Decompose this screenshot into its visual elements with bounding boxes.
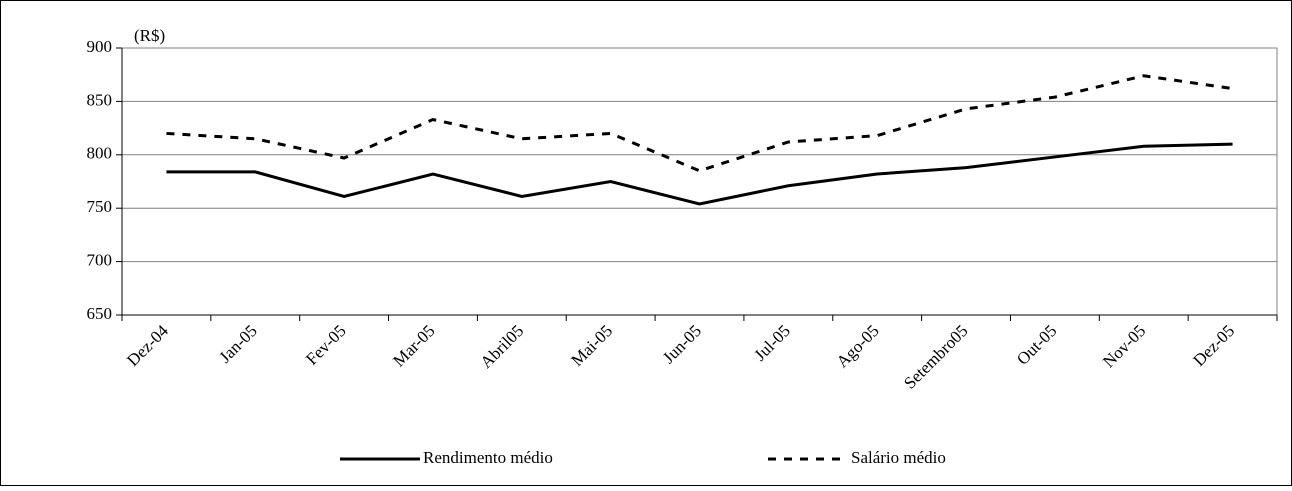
y-tick-label: 900 — [87, 37, 113, 56]
y-tick-label: 850 — [87, 90, 113, 109]
y-tick-label: 800 — [87, 144, 113, 163]
legend-label: Salário médio — [851, 448, 946, 467]
y-tick-label: 750 — [87, 197, 113, 216]
series-line — [166, 142, 1233, 206]
y-tick-label: 650 — [87, 304, 113, 323]
legend-label: Rendimento médio — [423, 448, 553, 467]
y-unit-label: (R$) — [134, 26, 165, 45]
y-tick-label: 700 — [87, 251, 113, 270]
series-line — [166, 74, 1233, 173]
